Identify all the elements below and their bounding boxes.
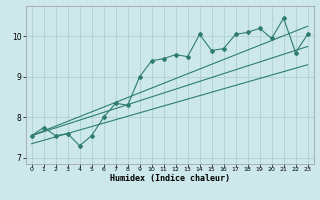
X-axis label: Humidex (Indice chaleur): Humidex (Indice chaleur) (109, 174, 230, 183)
